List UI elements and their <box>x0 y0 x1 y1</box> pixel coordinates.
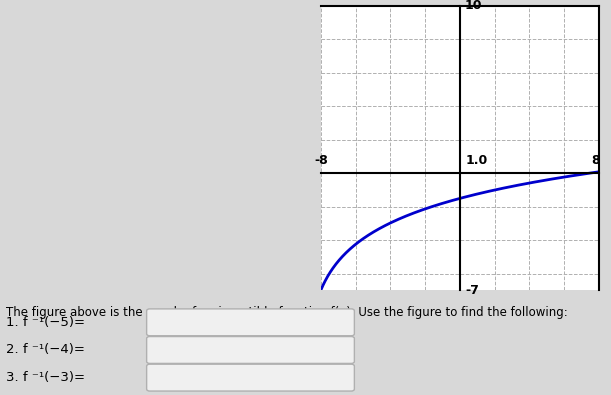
Text: -7: -7 <box>465 284 479 297</box>
Text: The figure above is the graph of an invertible function f(x). Use the figure to : The figure above is the graph of an inve… <box>6 306 568 319</box>
Text: 1. f ⁻¹(−5)=: 1. f ⁻¹(−5)= <box>6 316 85 329</box>
Text: 2. f ⁻¹(−4)=: 2. f ⁻¹(−4)= <box>6 344 85 356</box>
Text: -8: -8 <box>314 154 327 167</box>
Text: 8: 8 <box>591 154 599 167</box>
Text: 3. f ⁻¹(−3)=: 3. f ⁻¹(−3)= <box>6 371 85 384</box>
Text: 10: 10 <box>465 0 483 12</box>
Text: 1.0: 1.0 <box>466 154 488 167</box>
